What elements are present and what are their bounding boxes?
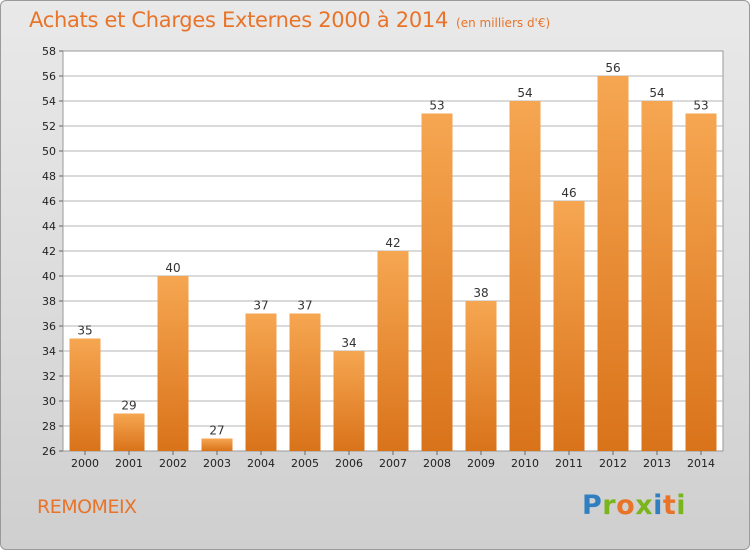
bar-2001 — [113, 413, 145, 451]
x-tick-label: 2005 — [291, 457, 319, 470]
logo-letter: i — [653, 490, 663, 521]
y-tick-label: 44 — [42, 220, 56, 233]
proxiti-logo: Proxiti — [582, 490, 686, 521]
y-tick-label: 42 — [42, 245, 56, 258]
y-tick-label: 52 — [42, 120, 56, 133]
x-tick-label: 2002 — [159, 457, 187, 470]
bar-2002 — [157, 276, 189, 451]
y-tick-label: 40 — [42, 270, 56, 283]
y-tick-label: 30 — [42, 395, 56, 408]
data-labels: 35 29 40 27 37 37 34 42 53 38 54 46 56 54 53 — [77, 61, 708, 438]
data-label: 37 — [297, 299, 312, 313]
bar-2006 — [333, 351, 365, 451]
y-tick-label: 36 — [42, 320, 56, 333]
data-label: 27 — [209, 424, 224, 438]
bar-2011 — [553, 201, 585, 451]
x-tick-label: 2006 — [335, 457, 363, 470]
x-tick-label: 2008 — [423, 457, 451, 470]
bar-2003 — [201, 438, 233, 451]
x-tick-label: 2011 — [555, 457, 583, 470]
y-tick-label: 54 — [42, 95, 56, 108]
y-tick-label: 34 — [42, 345, 56, 358]
data-label: 46 — [561, 186, 576, 200]
logo-letter: o — [616, 490, 636, 521]
data-label: 53 — [429, 99, 444, 113]
data-label: 54 — [517, 86, 532, 100]
data-label: 37 — [253, 299, 268, 313]
bar-2000 — [69, 338, 101, 451]
bar-2004 — [245, 313, 277, 451]
bar-2014 — [685, 113, 717, 451]
chart-subtitle: (en milliers d'€) — [456, 16, 551, 30]
bar-2013 — [641, 101, 673, 451]
y-tick-label: 56 — [42, 70, 56, 83]
data-label: 40 — [165, 261, 180, 275]
bar-2007 — [377, 251, 409, 451]
x-tick-label: 2000 — [71, 457, 99, 470]
data-label: 53 — [693, 99, 708, 113]
x-tick-label: 2001 — [115, 457, 143, 470]
x-tick-label: 2007 — [379, 457, 407, 470]
bar-2012 — [597, 76, 629, 451]
bar-2008 — [421, 113, 453, 451]
y-tick-label: 58 — [42, 45, 56, 58]
data-label: 54 — [649, 86, 664, 100]
data-label: 38 — [473, 286, 488, 300]
chart-title: Achats et Charges Externes 2000 à 2014 (e… — [29, 8, 550, 32]
y-tick-label: 46 — [42, 195, 56, 208]
y-axis-ticks: 26 28 30 32 34 36 38 40 42 44 46 48 50 52 54 56 58 — [42, 45, 63, 458]
location-name: REMOMEIX — [37, 496, 137, 518]
data-label: 29 — [121, 399, 136, 413]
data-label: 56 — [605, 61, 620, 75]
logo-letter: r — [602, 490, 617, 521]
bar-2010 — [509, 101, 541, 451]
bar-2005 — [289, 313, 321, 451]
logo-letter: i — [676, 490, 687, 521]
x-tick-label: 2014 — [687, 457, 715, 470]
y-tick-label: 50 — [42, 145, 56, 158]
x-tick-label: 2013 — [643, 457, 671, 470]
data-label: 34 — [341, 336, 356, 350]
y-tick-label: 32 — [42, 370, 56, 383]
logo-letter: t — [662, 490, 677, 521]
y-tick-label: 26 — [42, 445, 56, 458]
bar-2009 — [465, 301, 497, 451]
x-tick-label: 2010 — [511, 457, 539, 470]
data-label: 42 — [385, 236, 400, 250]
x-tick-label: 2004 — [247, 457, 275, 470]
x-tick-label: 2003 — [203, 457, 231, 470]
title-text: Achats et Charges Externes 2000 à 2014 — [29, 8, 449, 32]
x-tick-label: 2012 — [599, 457, 627, 470]
y-tick-label: 28 — [42, 420, 56, 433]
y-tick-label: 38 — [42, 295, 56, 308]
x-tick-label: 2009 — [467, 457, 495, 470]
logo-letter: x — [635, 490, 654, 521]
data-label: 35 — [77, 324, 92, 338]
logo-letter: P — [582, 490, 603, 521]
y-tick-label: 48 — [42, 170, 56, 183]
bars — [69, 76, 717, 451]
x-axis-ticks: 2000 2001 2002 2003 2004 2005 2006 2007 2008 2009… — [71, 451, 715, 470]
